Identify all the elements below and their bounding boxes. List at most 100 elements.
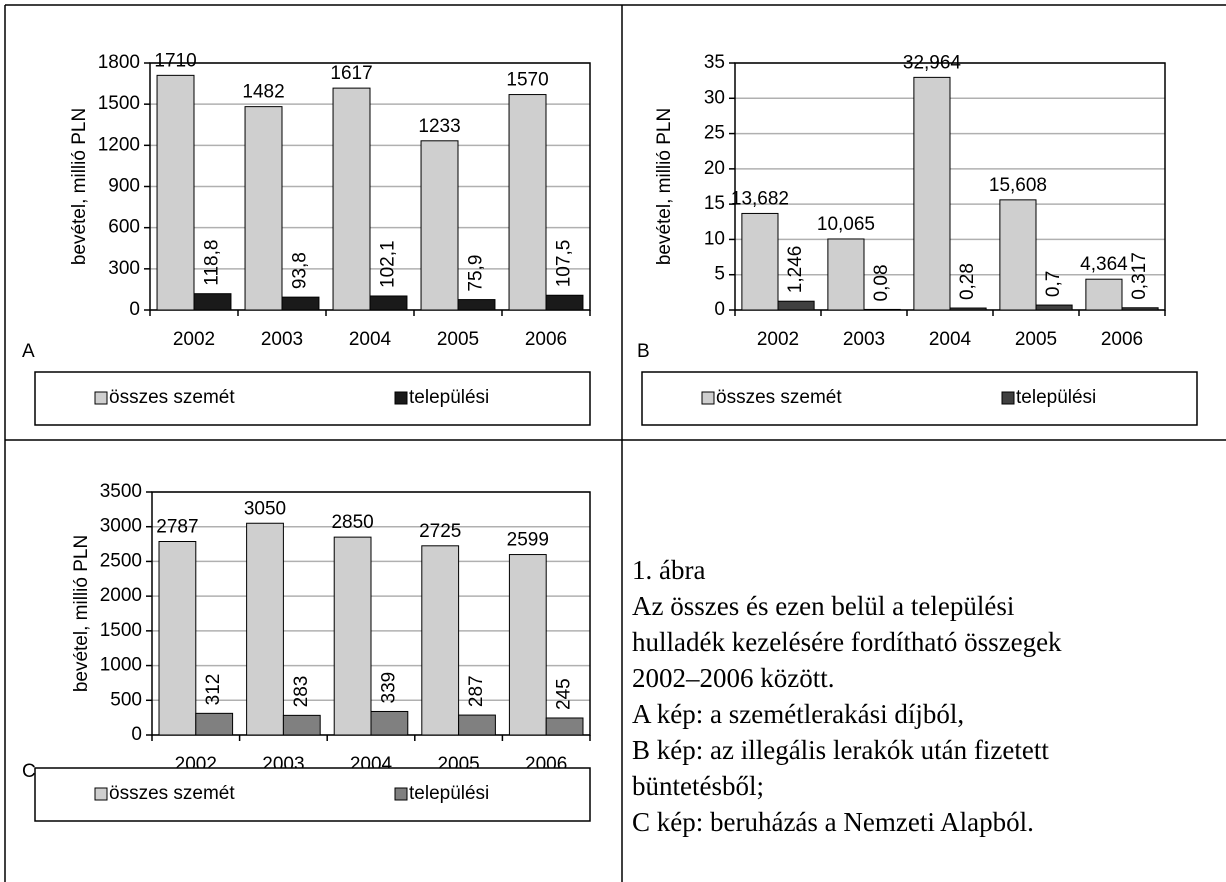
bar xyxy=(545,294,584,311)
data-label: 0,08 xyxy=(871,264,892,301)
data-label: 1482 xyxy=(242,82,284,103)
y-tick-label: 1000 xyxy=(100,655,142,676)
caption: 1. ábra Az összes és ezen belül a települ… xyxy=(632,555,1062,837)
bar xyxy=(244,106,283,311)
x-tick-label: 2005 xyxy=(1015,329,1057,350)
y-tick-label: 20 xyxy=(704,158,725,179)
y-tick-label: 1500 xyxy=(100,620,142,641)
data-label: 118,8 xyxy=(201,240,222,286)
data-label: 339 xyxy=(378,672,399,704)
legend-swatch xyxy=(1001,391,1015,405)
x-tick-label: 2003 xyxy=(843,329,885,350)
legend-label: összes szemét xyxy=(109,387,235,408)
bar xyxy=(1085,278,1123,311)
bar xyxy=(741,212,779,311)
bar xyxy=(421,545,460,736)
bar xyxy=(913,76,951,311)
x-tick-label: 2005 xyxy=(437,329,479,350)
panel-label: C xyxy=(22,761,36,782)
data-label: 0,28 xyxy=(957,263,978,300)
data-label: 3050 xyxy=(244,498,286,519)
y-tick-label: 0 xyxy=(714,299,725,320)
y-tick-label: 1500 xyxy=(98,93,140,114)
y-tick-label: 1200 xyxy=(98,134,140,155)
y-tick-label: 3500 xyxy=(100,481,142,502)
y-tick-label: 25 xyxy=(704,123,725,144)
y-axis-label: bevétel, millió PLN xyxy=(71,535,92,692)
bar xyxy=(949,307,987,311)
data-label: 93,8 xyxy=(289,252,310,289)
y-tick-label: 1800 xyxy=(98,52,140,73)
y-tick-label: 2000 xyxy=(100,585,142,606)
panel-label: B xyxy=(637,341,650,362)
y-tick-label: 35 xyxy=(704,52,725,73)
bar xyxy=(156,74,195,311)
legend-swatch xyxy=(394,391,408,405)
bar xyxy=(457,299,496,311)
bar xyxy=(508,554,547,736)
bar xyxy=(158,541,197,736)
legend-label: települési xyxy=(409,387,489,408)
data-label: 4,364 xyxy=(1080,254,1128,275)
y-tick-label: 600 xyxy=(108,217,140,238)
bar xyxy=(246,522,284,736)
bar xyxy=(333,536,372,736)
bar xyxy=(545,717,584,736)
data-label: 15,608 xyxy=(989,175,1047,196)
bar xyxy=(863,308,901,311)
y-tick-label: 15 xyxy=(704,193,725,214)
y-tick-label: 30 xyxy=(704,87,725,108)
legend-label: összes szemét xyxy=(716,387,842,408)
legend-label: összes szemét xyxy=(109,783,235,804)
data-label: 0,317 xyxy=(1129,252,1150,300)
x-tick-label: 2003 xyxy=(261,329,303,350)
caption-line: C kép: beruházás a Nemzeti Alapból. xyxy=(632,807,1034,837)
data-label: 2725 xyxy=(419,521,461,542)
x-tick-label: 2004 xyxy=(349,329,392,350)
data-label: 0,7 xyxy=(1043,271,1064,297)
bar xyxy=(999,199,1037,311)
caption-line: büntetésből; xyxy=(632,771,764,801)
legend-box xyxy=(34,371,591,426)
bar xyxy=(370,710,409,736)
legend-box xyxy=(34,767,591,822)
caption-line: 2002–2006 között. xyxy=(632,663,835,693)
bar xyxy=(282,714,321,736)
x-tick-label: 2002 xyxy=(173,329,215,350)
data-label: 2787 xyxy=(156,517,198,538)
data-label: 283 xyxy=(291,676,312,708)
y-tick-label: 5 xyxy=(714,264,725,285)
y-tick-label: 500 xyxy=(110,689,142,710)
legend-swatch xyxy=(394,787,408,801)
x-tick-label: 2006 xyxy=(1101,329,1143,350)
data-label: 2850 xyxy=(331,512,373,533)
y-tick-label: 2500 xyxy=(100,550,142,571)
legend-label: települési xyxy=(409,783,489,804)
bar xyxy=(369,295,408,311)
caption-line: A kép: a szemétlerakási díjból, xyxy=(632,699,964,729)
data-label: 107,5 xyxy=(553,240,574,288)
caption-line: B kép: az illegális lerakók után fizetet… xyxy=(632,735,1049,765)
bar xyxy=(1121,307,1159,311)
x-tick-label: 2006 xyxy=(525,329,567,350)
legend-box xyxy=(641,371,1198,426)
y-tick-label: 0 xyxy=(131,724,142,745)
data-label: 312 xyxy=(203,674,224,706)
caption-line: hulladék kezelésére fordítható összegek xyxy=(632,627,1062,657)
bar xyxy=(195,712,234,736)
legend-swatch xyxy=(701,391,715,405)
data-label: 287 xyxy=(466,675,487,707)
data-label: 32,964 xyxy=(903,52,962,73)
data-label: 1570 xyxy=(506,70,548,91)
panel-label: A xyxy=(22,341,35,362)
y-axis-label: bevétel, millió PLN xyxy=(654,108,675,265)
caption-line: 1. ábra xyxy=(632,555,705,585)
data-label: 75,9 xyxy=(465,255,486,292)
data-label: 102,1 xyxy=(377,240,398,288)
bar xyxy=(1035,304,1073,311)
bar xyxy=(827,238,865,311)
x-tick-label: 2004 xyxy=(929,329,972,350)
bar xyxy=(193,293,232,311)
legend-swatch xyxy=(94,787,108,801)
